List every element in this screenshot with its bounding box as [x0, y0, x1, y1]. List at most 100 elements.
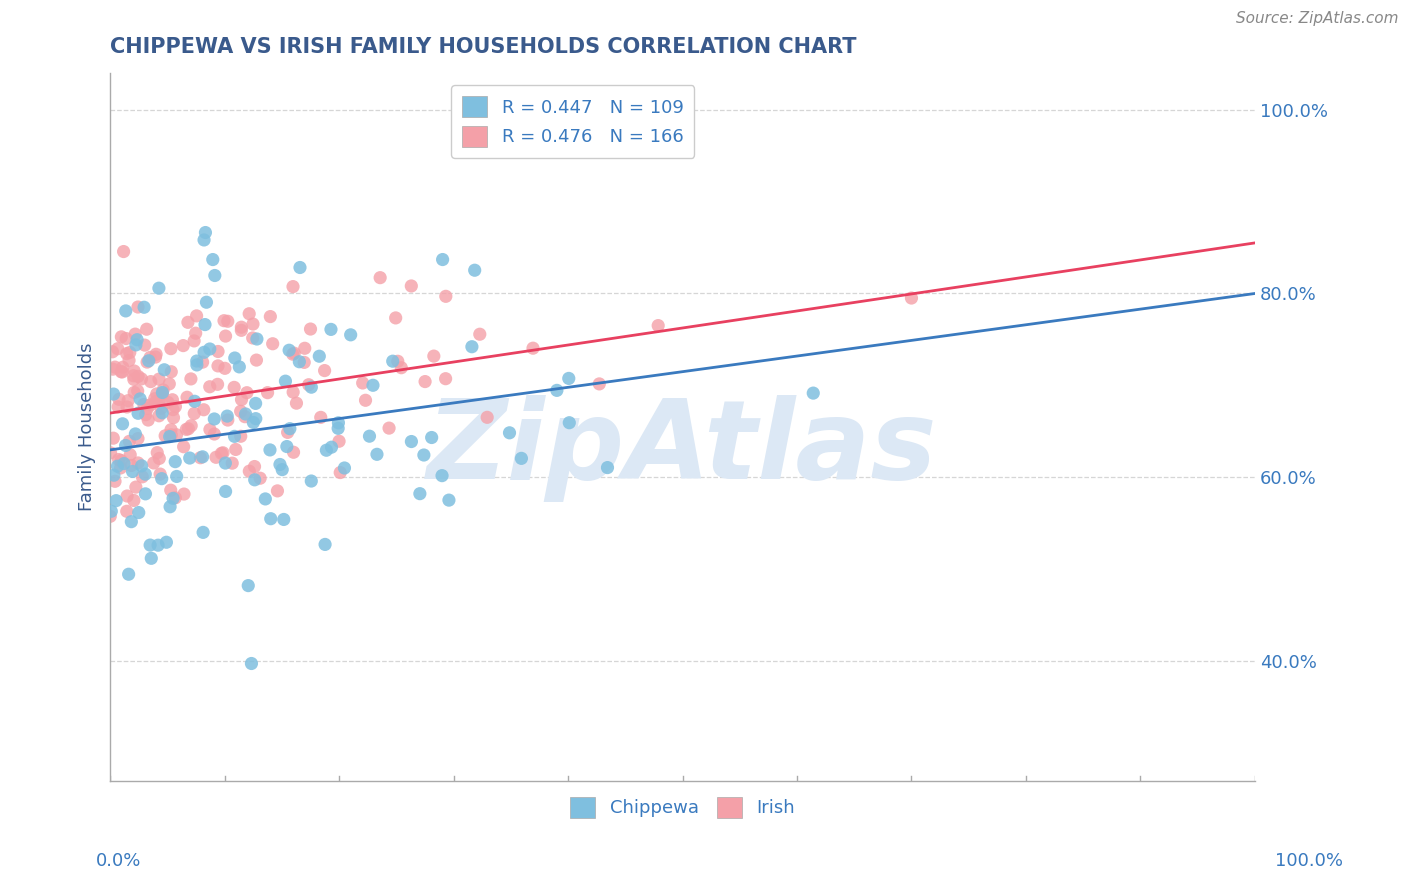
- Point: [150, 387, 173, 401]
- Point: [166, 427, 188, 442]
- Point: [191, 355, 214, 369]
- Point: [259, 310, 281, 324]
- Point: [152, 385, 174, 400]
- Point: [314, 363, 336, 377]
- Point: [423, 349, 446, 363]
- Point: [122, 385, 145, 400]
- Point: [149, 467, 172, 481]
- Point: [281, 347, 304, 361]
- Point: [401, 434, 423, 449]
- Point: [333, 461, 356, 475]
- Point: [134, 338, 156, 352]
- Point: [125, 338, 148, 352]
- Point: [387, 354, 409, 368]
- Text: Source: ZipAtlas.com: Source: ZipAtlas.com: [1236, 11, 1399, 26]
- Point: [98, 509, 121, 524]
- Point: [283, 346, 305, 360]
- Point: [242, 331, 264, 345]
- Point: [127, 432, 149, 446]
- Point: [139, 351, 162, 365]
- Point: [225, 442, 247, 457]
- Point: [246, 332, 269, 346]
- Point: [150, 472, 173, 486]
- Point: [150, 401, 173, 416]
- Point: [148, 451, 170, 466]
- Point: [292, 355, 315, 369]
- Point: [243, 459, 266, 474]
- Point: [135, 408, 157, 422]
- Point: [420, 430, 443, 444]
- Point: [273, 512, 295, 526]
- Point: [127, 333, 149, 347]
- Point: [179, 451, 201, 466]
- Point: [186, 309, 208, 323]
- Point: [288, 355, 311, 369]
- Point: [139, 398, 162, 412]
- Point: [437, 493, 460, 508]
- Point: [217, 314, 239, 328]
- Point: [165, 455, 187, 469]
- Point: [157, 376, 180, 391]
- Point: [145, 350, 167, 364]
- Point: [134, 487, 156, 501]
- Point: [249, 471, 271, 485]
- Point: [328, 421, 350, 435]
- Point: [111, 417, 134, 431]
- Point: [131, 470, 153, 484]
- Point: [194, 318, 217, 332]
- Point: [354, 393, 377, 408]
- Point: [266, 483, 288, 498]
- Point: [464, 263, 486, 277]
- Point: [285, 396, 308, 410]
- Point: [243, 473, 266, 487]
- Point: [148, 372, 170, 386]
- Point: [242, 317, 264, 331]
- Point: [315, 443, 337, 458]
- Point: [107, 452, 129, 467]
- Point: [195, 295, 218, 310]
- Point: [112, 457, 135, 471]
- Point: [384, 310, 406, 325]
- Point: [259, 442, 281, 457]
- Point: [150, 406, 173, 420]
- Point: [329, 466, 352, 480]
- Point: [321, 440, 343, 454]
- Point: [103, 431, 125, 445]
- Point: [198, 380, 221, 394]
- Point: [229, 404, 252, 418]
- Point: [134, 467, 156, 482]
- Point: [432, 252, 454, 267]
- Point: [801, 386, 824, 401]
- Point: [233, 409, 256, 424]
- Point: [100, 446, 122, 460]
- Point: [112, 244, 135, 259]
- Point: [122, 364, 145, 378]
- Point: [117, 567, 139, 582]
- Point: [114, 304, 136, 318]
- Point: [401, 279, 423, 293]
- Point: [498, 425, 520, 440]
- Point: [269, 458, 291, 472]
- Point: [278, 422, 301, 436]
- Point: [217, 413, 239, 427]
- Point: [245, 411, 267, 425]
- Point: [245, 353, 267, 368]
- Point: [596, 460, 619, 475]
- Point: [198, 342, 221, 356]
- Point: [162, 392, 184, 407]
- Point: [211, 446, 233, 460]
- Point: [145, 347, 167, 361]
- Point: [240, 657, 263, 671]
- Point: [434, 372, 457, 386]
- Point: [156, 395, 179, 409]
- Point: [165, 491, 187, 505]
- Point: [135, 322, 157, 336]
- Point: [207, 344, 229, 359]
- Point: [214, 456, 236, 470]
- Point: [191, 525, 214, 540]
- Point: [413, 375, 436, 389]
- Point: [160, 342, 183, 356]
- Point: [177, 422, 200, 436]
- Point: [288, 260, 311, 275]
- Point: [186, 358, 208, 372]
